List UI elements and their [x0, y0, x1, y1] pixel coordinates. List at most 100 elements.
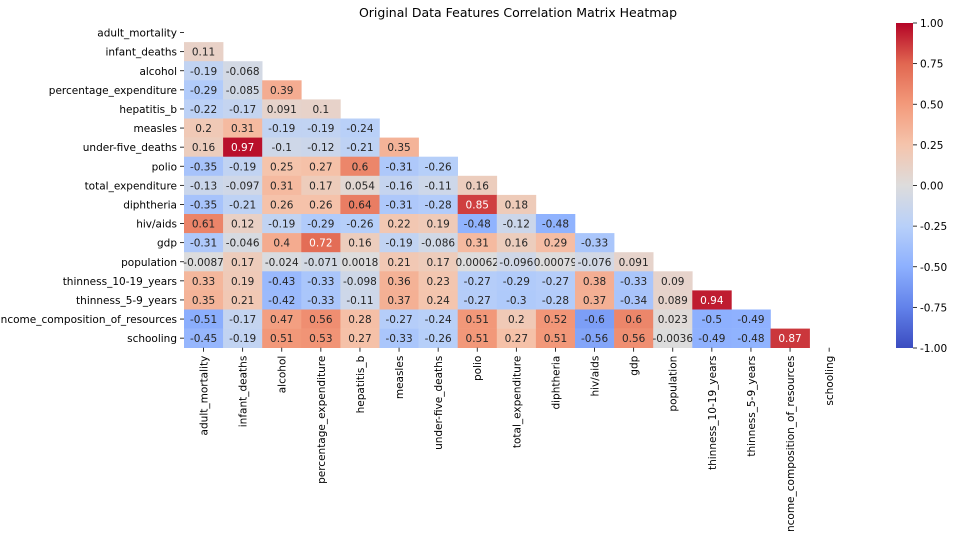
cell-value-label: 0.52	[544, 314, 567, 326]
cell-value-label: 0.35	[387, 142, 410, 154]
cell-value-label: -0.071	[304, 257, 338, 269]
cell-value-label: 0.38	[583, 276, 606, 288]
colorbar-tick-label: -0.50	[920, 262, 947, 274]
heatmap-cell	[457, 214, 498, 234]
cell-value-label: -0.45	[190, 333, 217, 345]
heatmap-cell	[457, 175, 498, 196]
heatmap-cell	[223, 194, 263, 215]
heatmap-cell	[535, 309, 576, 329]
cell-value-label: -0.098	[343, 276, 377, 288]
heatmap-cell	[262, 233, 302, 253]
cell-value-label: -0.48	[464, 219, 491, 231]
x-tick-label: measles	[394, 356, 406, 399]
y-tick-label: percentage_expenditure	[49, 85, 177, 97]
heatmap-cell	[223, 137, 263, 157]
cell-value-label: -0.29	[307, 219, 334, 231]
heatmap-cell	[223, 61, 263, 81]
heatmap-cell	[223, 252, 263, 272]
heatmap-cell	[184, 309, 224, 329]
heatmap-cell	[223, 233, 263, 253]
cell-value-label: -0.33	[581, 238, 608, 250]
colorbar-tick-label: 0.25	[920, 140, 943, 152]
cell-value-label: -0.48	[737, 333, 764, 345]
x-tick-label: diphtheria	[550, 356, 562, 410]
heatmap-cell	[301, 194, 341, 215]
cell-value-label: 0.11	[192, 47, 215, 59]
cell-value-label: 0.054	[345, 180, 375, 192]
heatmap-cell	[418, 175, 458, 196]
cell-value-label: 0.51	[466, 333, 489, 345]
heatmap-cell	[184, 99, 224, 119]
cell-value-label: -0.11	[425, 180, 452, 192]
cell-value-label: 0.089	[658, 295, 688, 307]
heatmap-cell	[692, 328, 732, 348]
heatmap-cell	[379, 156, 419, 177]
heatmap-cell	[379, 194, 419, 215]
y-tick-label: alcohol	[139, 66, 177, 78]
heatmap-cell	[418, 156, 458, 177]
cell-value-label: -0.31	[385, 161, 412, 173]
cell-value-label: -0.076	[578, 257, 612, 269]
heatmap-cell	[614, 328, 654, 348]
y-tick-label: gdp	[157, 238, 177, 250]
heatmap-cell	[379, 175, 419, 196]
heatmap-cell	[262, 290, 302, 310]
cell-value-label: -0.26	[425, 333, 452, 345]
heatmap-cell	[301, 156, 341, 177]
x-tick-label: gdp	[629, 355, 641, 375]
heatmap-cell	[457, 328, 498, 348]
heatmap-cell	[184, 328, 224, 348]
cell-value-label: -0.0036	[652, 333, 693, 345]
colorbar-gradient	[896, 23, 913, 348]
cell-value-label: -0.35	[190, 161, 217, 173]
heatmap-cells: 0.11 -0.19 -0.068 -0.29 -0.085 0.39 -0.22 -0.17…	[183, 42, 810, 348]
y-tick-label: under-five_deaths	[83, 142, 177, 154]
x-tick-label: schooling	[824, 356, 836, 406]
cell-value-label: -0.27	[464, 276, 491, 288]
y-tick-label: thinness_10-19_years	[63, 276, 177, 288]
heatmap-cell	[262, 175, 302, 196]
cell-value-label: -0.0087	[183, 257, 224, 269]
cell-value-label: 0.09	[661, 276, 684, 288]
heatmap-cell	[184, 175, 224, 196]
heatmap-cell	[262, 271, 302, 291]
cell-value-label: -0.31	[190, 238, 217, 250]
cell-value-label: -0.27	[542, 276, 569, 288]
heatmap-cell	[535, 233, 576, 253]
y-tick-label: diphtheria	[123, 199, 177, 211]
heatmap-cell	[301, 328, 341, 348]
y-tick-label: polio	[152, 161, 177, 173]
cell-value-label: -0.17	[229, 314, 256, 326]
heatmap-cell	[575, 309, 615, 329]
heatmap-cell	[653, 271, 693, 291]
colorbar-tick-label: -0.75	[920, 302, 947, 314]
heatmap-cell	[340, 175, 380, 196]
cell-value-label: 0.6	[352, 161, 369, 173]
cell-value-label: -0.31	[385, 199, 412, 211]
cell-value-label: -0.19	[190, 66, 217, 78]
heatmap-cell	[535, 252, 576, 272]
heatmap-cell	[614, 309, 654, 329]
heatmap-cell	[379, 271, 419, 291]
cell-value-label: -0.24	[346, 123, 373, 135]
cell-value-label: 0.37	[387, 295, 410, 307]
cell-value-label: -0.42	[268, 295, 295, 307]
heatmap-cell	[535, 214, 576, 234]
heatmap-cell	[653, 328, 693, 348]
cell-value-label: -0.33	[620, 276, 647, 288]
cell-value-label: -0.19	[229, 161, 256, 173]
cell-value-label: 0.56	[622, 333, 646, 345]
heatmap-cell	[418, 252, 458, 272]
x-tick-label: thinness_5-9_years	[746, 356, 758, 457]
heatmap-cell	[340, 194, 380, 215]
heatmap-cell	[535, 290, 576, 310]
cell-value-label: 0.17	[231, 257, 254, 269]
heatmap-cell	[340, 252, 380, 272]
heatmap-cell	[379, 328, 419, 348]
heatmap-cell	[301, 137, 341, 157]
cell-value-label: 0.37	[583, 295, 606, 307]
cell-value-label: 0.27	[309, 161, 332, 173]
cell-value-label: -0.21	[229, 199, 256, 211]
